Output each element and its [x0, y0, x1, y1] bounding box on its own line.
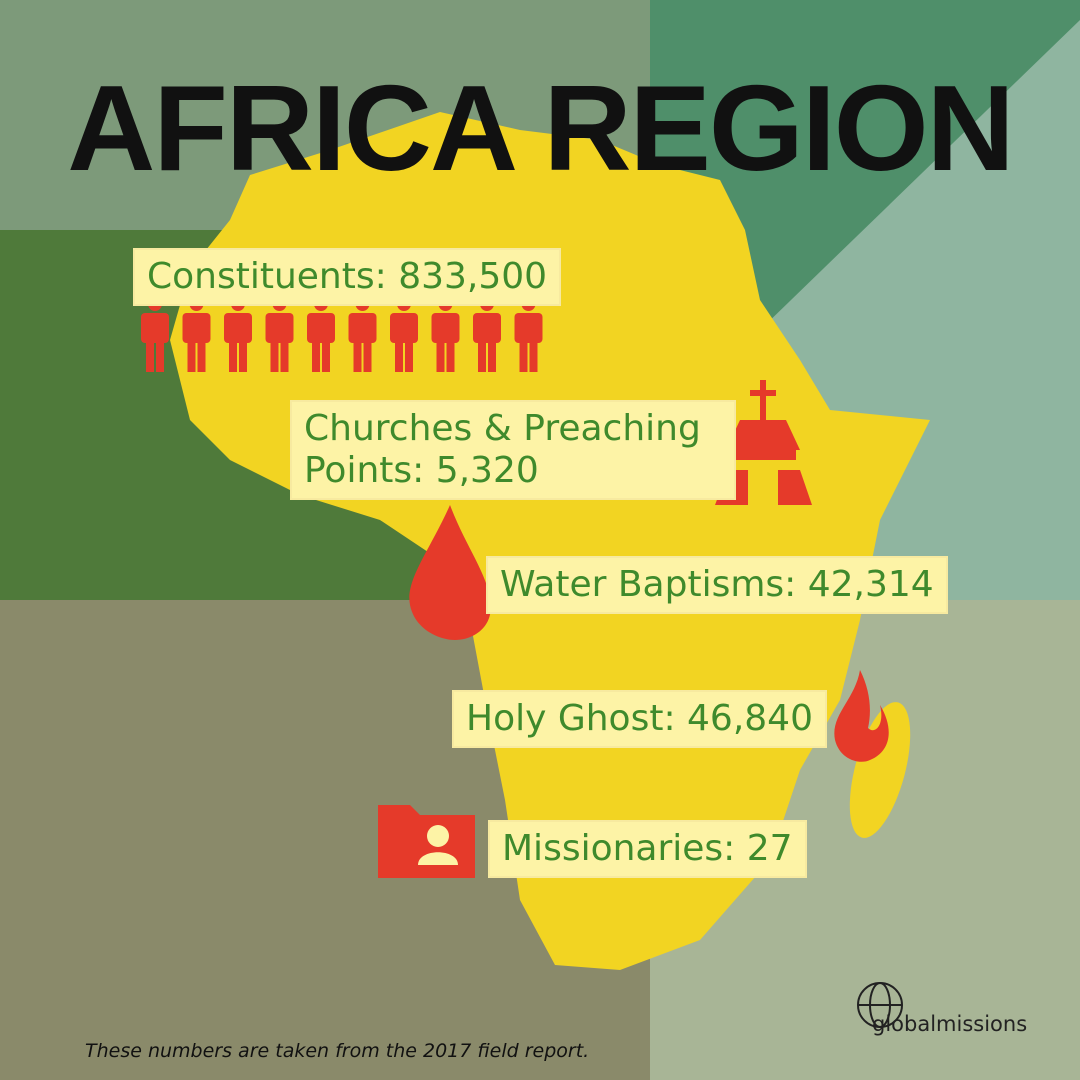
stat-line: Points: 5,320 [304, 450, 539, 491]
drop-icon [409, 505, 491, 640]
stat-label: Missionaries: 27 [490, 822, 805, 876]
globe-icon [857, 982, 903, 1028]
madagascar [849, 702, 911, 838]
church-icon [715, 380, 812, 505]
title: AFRICA REGION [67, 60, 1014, 196]
logo-text: globalmissions [872, 1012, 1028, 1036]
footer-note: These numbers are taken from the 2017 fi… [85, 1040, 590, 1062]
stat-line: Churches & Preaching [304, 408, 701, 449]
contact-icon [378, 805, 475, 878]
stat-label: Holy Ghost: 46,840 [454, 692, 825, 746]
person-icon [473, 297, 501, 372]
diagonal-band [650, 0, 1080, 330]
stat-label: Water Baptisms: 42,314 [488, 558, 946, 612]
stat-label: Churches & Preaching Points: 5,320 [292, 402, 734, 498]
flame-icon [834, 670, 889, 762]
person-icon [307, 297, 335, 372]
stat-label: Constituents: 833,500 [135, 250, 560, 304]
